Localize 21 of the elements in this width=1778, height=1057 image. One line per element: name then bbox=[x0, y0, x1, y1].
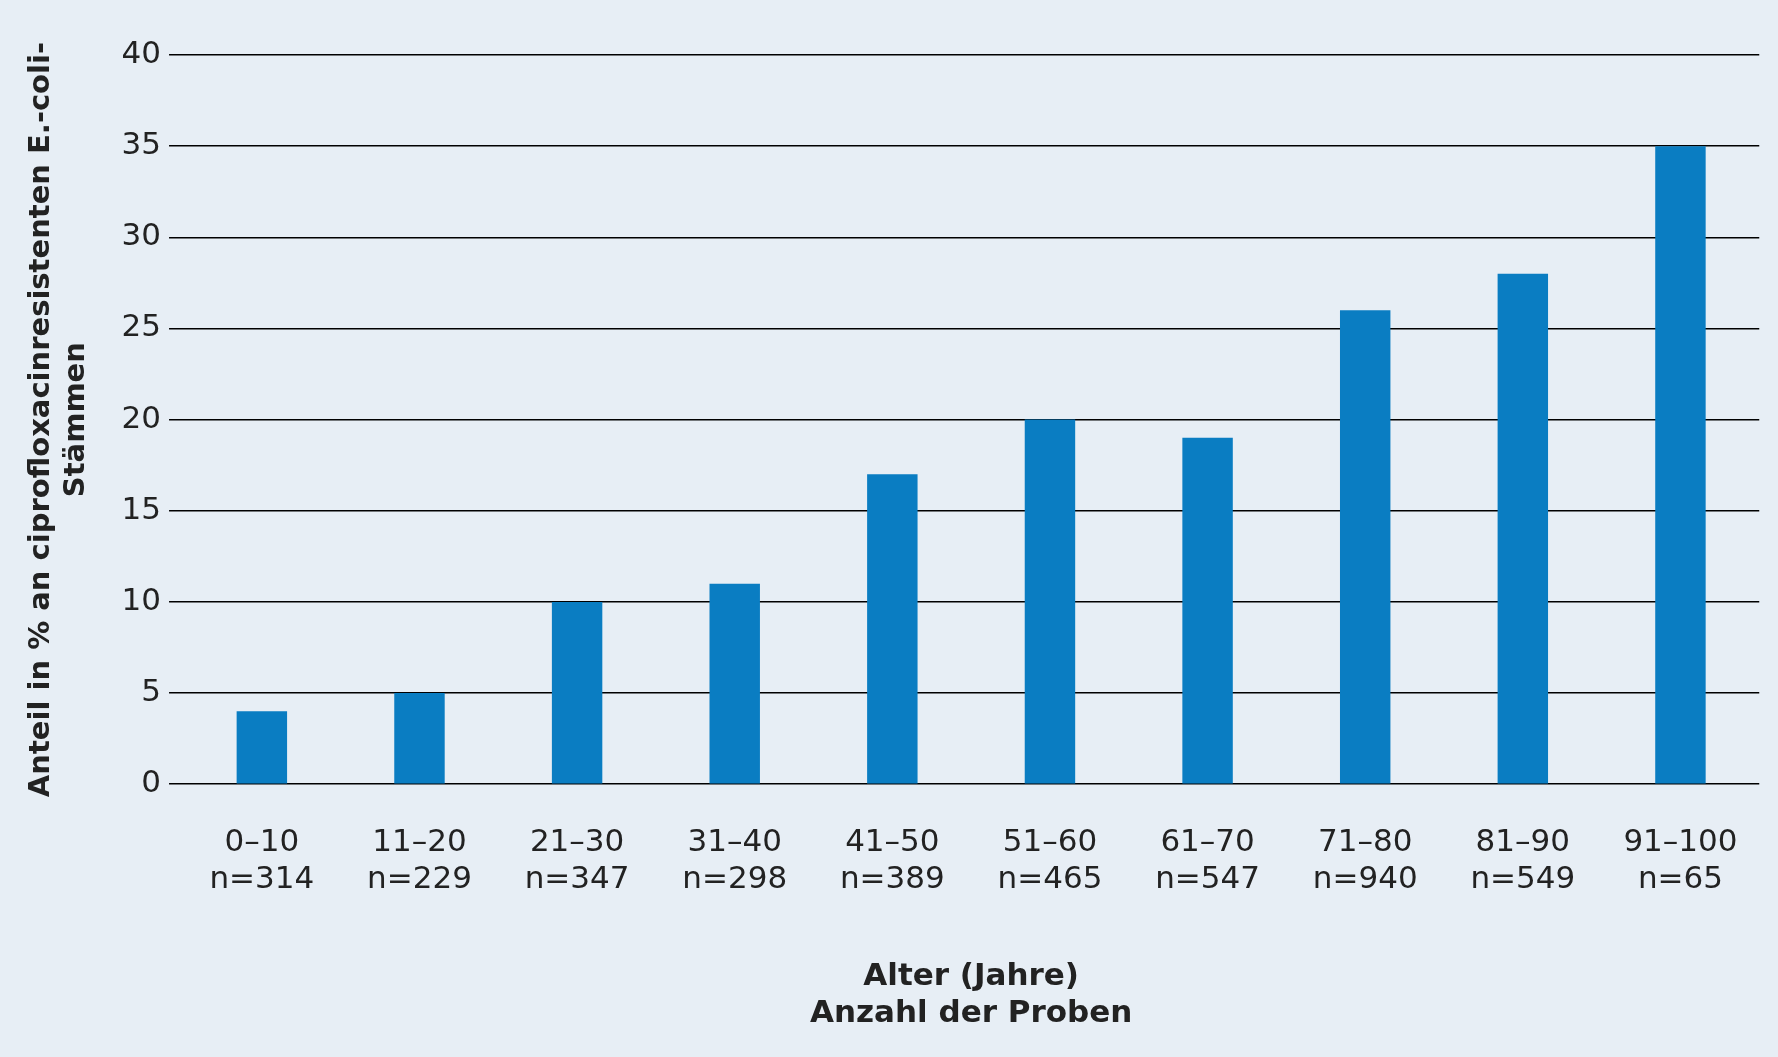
y-tick-label: 25 bbox=[121, 307, 162, 344]
x-tick-label: 51–60 n=465 bbox=[997, 821, 1103, 896]
y-axis-title: Anteil in % an ciprofloxacinresistenten E.-coli- Stämmen bbox=[21, 42, 91, 798]
y-tick-label: 35 bbox=[121, 125, 162, 162]
y-tick-label: 40 bbox=[121, 34, 162, 71]
x-tick-label: 21–30 n=347 bbox=[524, 821, 630, 896]
x-tick-label: 81–90 n=549 bbox=[1470, 821, 1576, 896]
y-tick-label: 15 bbox=[121, 489, 162, 526]
x-tick-label: 11–20 n=229 bbox=[367, 821, 472, 896]
x-tick-label: 41–50 n=389 bbox=[839, 821, 945, 896]
x-tick-label: 61–70 n=547 bbox=[1155, 821, 1260, 896]
y-tick-label: 20 bbox=[121, 398, 162, 435]
y-tick-label: 10 bbox=[121, 580, 162, 617]
x-tick-label: 31–40 n=298 bbox=[682, 821, 788, 896]
x-axis-title: Alter (Jahre) Anzahl der Proben bbox=[809, 956, 1133, 1030]
y-tick-label: 0 bbox=[141, 763, 162, 800]
y-tick-label: 5 bbox=[141, 672, 162, 709]
x-tick-label: 71–80 n=940 bbox=[1312, 821, 1418, 896]
x-tick-label: 91–100 n=65 bbox=[1623, 821, 1738, 896]
y-tick-label: 30 bbox=[121, 216, 162, 253]
x-tick-label: 0–10 n=314 bbox=[209, 821, 315, 896]
